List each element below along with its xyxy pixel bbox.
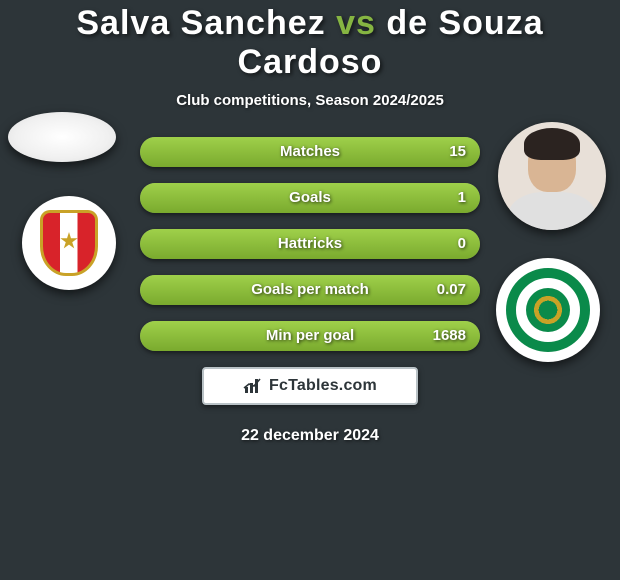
bar-chart-icon <box>243 377 263 395</box>
bar-value: 1688 <box>433 321 466 351</box>
date: 22 december 2024 <box>0 427 620 445</box>
bar-label: Goals per match <box>140 275 480 305</box>
bar-row: Hattricks 0 <box>140 229 480 259</box>
bar-label: Min per goal <box>140 321 480 351</box>
bar-label: Hattricks <box>140 229 480 259</box>
bar-row: Goals 1 <box>140 183 480 213</box>
comparison-chart: Matches 15 Goals 1 Hattricks 0 Goals per… <box>0 137 620 351</box>
bar-value: 15 <box>449 137 466 167</box>
bar-value: 0.07 <box>437 275 466 305</box>
page-title: Salva Sanchez vs de Souza Cardoso <box>0 0 620 82</box>
subtitle: Club competitions, Season 2024/2025 <box>0 92 620 109</box>
bar-label: Goals <box>140 183 480 213</box>
title-player1: Salva Sanchez <box>76 4 325 42</box>
title-vs: vs <box>336 4 376 42</box>
bar-value: 1 <box>458 183 466 213</box>
logo-text: FcTables.com <box>269 377 377 395</box>
bar-label: Matches <box>140 137 480 167</box>
source-logo: FcTables.com <box>202 367 418 405</box>
bar-row: Goals per match 0.07 <box>140 275 480 305</box>
bar-row: Matches 15 <box>140 137 480 167</box>
bar-row: Min per goal 1688 <box>140 321 480 351</box>
bar-value: 0 <box>458 229 466 259</box>
